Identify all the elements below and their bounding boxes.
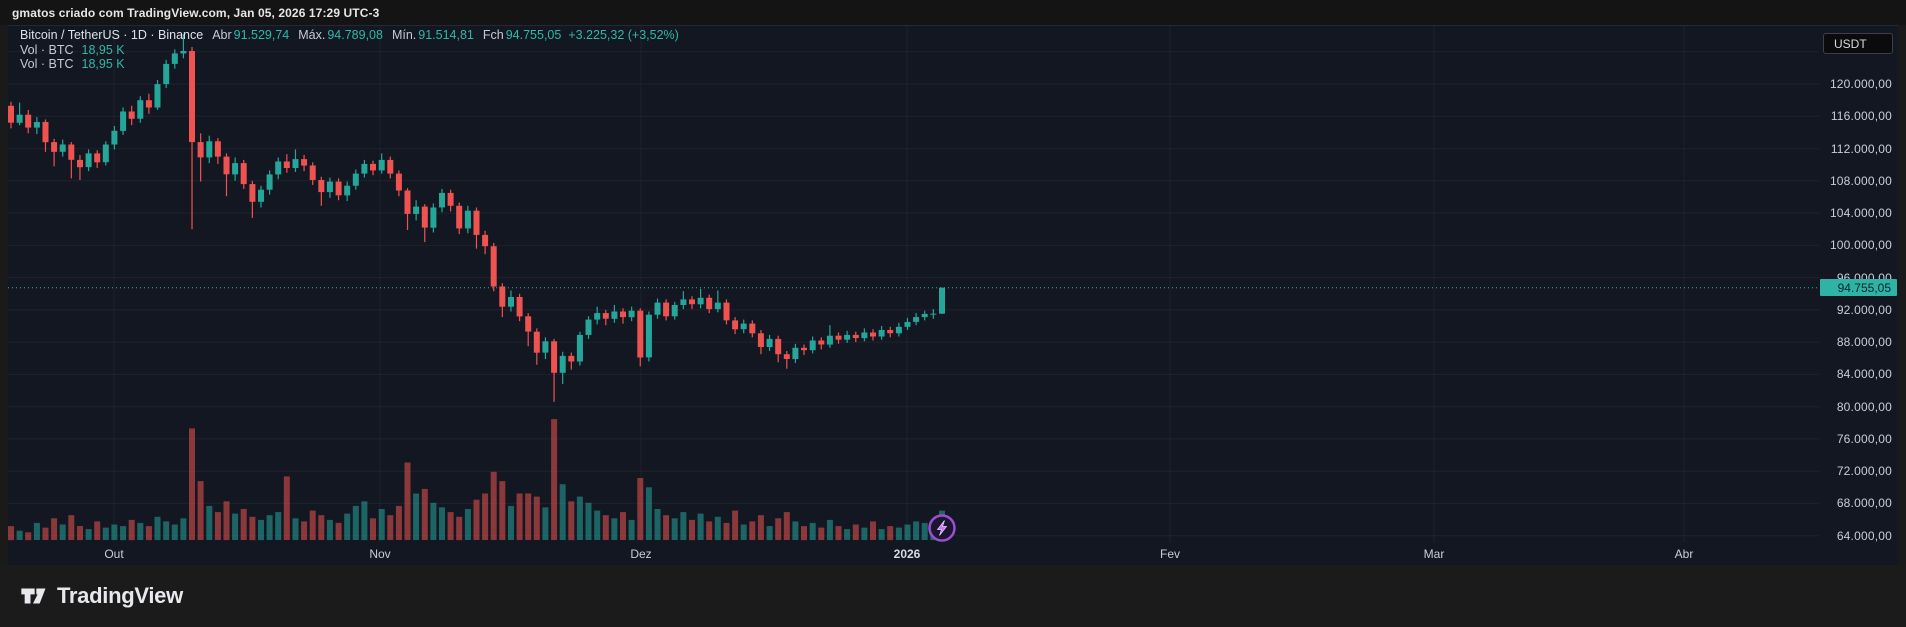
legend-ohlc-value: 91.514,81 bbox=[418, 28, 474, 42]
price-axis-label: 100.000,00 bbox=[1829, 238, 1892, 253]
price-axis-label: 104.000,00 bbox=[1829, 206, 1892, 221]
price-axis-label: 88.000,00 bbox=[1836, 335, 1892, 350]
price-axis-label: 92.000,00 bbox=[1836, 302, 1892, 317]
price-axis-label: 64.000,00 bbox=[1836, 528, 1892, 543]
legend-ohlc-value: 94.755,05 bbox=[505, 28, 562, 42]
time-axis-label: Out bbox=[104, 547, 124, 561]
volume-value: 18,95 K bbox=[81, 42, 125, 57]
price-pane[interactable]: Bitcoin / TetherUS · 1D · Binance Abr 91.5… bbox=[8, 26, 1819, 542]
price-axis-label: 80.000,00 bbox=[1836, 399, 1892, 414]
time-axis-label: Abr bbox=[1674, 547, 1694, 561]
price-axis-label: 72.000,00 bbox=[1836, 464, 1892, 479]
symbol-title[interactable]: Bitcoin / TetherUS · 1D · Binance bbox=[20, 28, 204, 42]
volume-label: Vol · BTC bbox=[20, 42, 74, 57]
time-axis-label: Mar bbox=[1423, 547, 1445, 561]
last-price-badge: 94.755,05 bbox=[1820, 279, 1897, 297]
tradingview-logo-icon bbox=[21, 588, 46, 604]
price-axis-label: 68.000,00 bbox=[1836, 496, 1892, 511]
legend-change: +3.225,32 (+3,52%) bbox=[568, 28, 679, 42]
chart-container: Bitcoin / TetherUS · 1D · Binance Abr 91.5… bbox=[8, 25, 1898, 566]
price-axis-label: 112.000,00 bbox=[1830, 141, 1892, 156]
tradingview-logo-text: TradingView bbox=[57, 583, 183, 608]
lightning-icon[interactable] bbox=[926, 512, 958, 544]
price-axis[interactable]: USDT 120.000,00 116.000,00 112.000,00 108.0… bbox=[1819, 26, 1898, 543]
time-axis[interactable]: Out Nov Dez 2026 Fev Mar Abr bbox=[8, 542, 1898, 566]
chart-legend: Bitcoin / TetherUS · 1D · Binance Abr 91.5… bbox=[20, 28, 679, 72]
legend-ohlc-label: Fch bbox=[482, 28, 504, 42]
snapshot-header: gmatos criado com TradingView.com, Jan 0… bbox=[0, 0, 1906, 25]
price-axis-label: 120.000,00 bbox=[1829, 77, 1892, 92]
legend-symbol-row[interactable]: Bitcoin / TetherUS · 1D · Binance Abr 91.5… bbox=[20, 28, 679, 43]
legend-volume-row[interactable]: Vol · BTC 18,95 K bbox=[20, 43, 679, 58]
time-axis-label: Dez bbox=[630, 547, 652, 561]
price-axis-label: 76.000,00 bbox=[1836, 431, 1892, 446]
tradingview-logo[interactable]: TradingView bbox=[18, 581, 183, 611]
price-axis-label: 84.000,00 bbox=[1836, 367, 1892, 382]
legend-ohlc-value: 94.789,08 bbox=[327, 28, 383, 42]
candlestick-chart[interactable] bbox=[8, 26, 1819, 542]
legend-ohlc-label: Máx. bbox=[298, 28, 326, 42]
legend-ohlc-value: 91.529,74 bbox=[233, 28, 290, 42]
price-axis-label: 116.000,00 bbox=[1830, 109, 1892, 124]
currency-button[interactable]: USDT bbox=[1823, 33, 1893, 54]
volume-value: 18,95 K bbox=[81, 57, 125, 71]
time-axis-label: 2026 bbox=[893, 547, 921, 561]
time-axis-label: Fev bbox=[1159, 547, 1181, 561]
legend-ohlc-label: Abr bbox=[212, 28, 232, 42]
price-axis-label: 108.000,00 bbox=[1829, 173, 1892, 188]
footer: TradingView bbox=[0, 565, 1906, 627]
legend-ohlc-label: Mín. bbox=[391, 28, 417, 42]
snapshot-title: gmatos criado com TradingView.com, Jan 0… bbox=[12, 5, 380, 20]
volume-label: Vol · BTC bbox=[20, 57, 74, 71]
time-axis-label: Nov bbox=[369, 547, 391, 561]
legend-volume-row[interactable]: Vol · BTC 18,95 K bbox=[20, 57, 679, 72]
